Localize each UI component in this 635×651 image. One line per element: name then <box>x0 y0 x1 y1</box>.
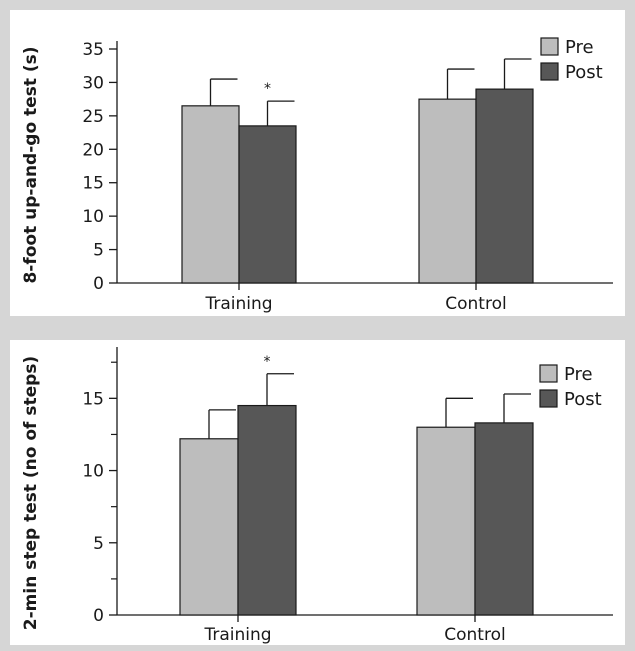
y-tick-label: 0 <box>93 274 104 294</box>
legend-label: Pre <box>565 37 594 58</box>
significance-marker: * <box>264 354 271 370</box>
bar-post <box>475 88 534 284</box>
legend-swatch-pre <box>540 37 559 56</box>
bar-pre <box>179 438 239 616</box>
y-tick-label: 30 <box>82 73 104 93</box>
x-category-label: Control <box>444 625 505 645</box>
y-tick-label: 5 <box>93 241 104 261</box>
y-tick-label: 20 <box>82 140 104 160</box>
y-axis-label: 2-min step test (no of steps) <box>21 356 41 630</box>
bar-post <box>238 125 297 284</box>
y-tick-label: 25 <box>82 107 104 127</box>
chart-panel-up-and-go: 0 5 10 15 20 25 30 35 8-foot up-and-go test (s) T… <box>10 10 625 316</box>
y-tick-label: 0 <box>93 606 104 626</box>
x-category-label: Training <box>203 625 271 645</box>
bar-post <box>237 404 297 616</box>
bar-post <box>474 422 534 616</box>
chart-panel-step-test: 0 5 10 15 2-min step test (no of steps) Train… <box>10 340 625 645</box>
bar-pre <box>418 98 477 284</box>
y-tick-label: 15 <box>82 389 104 409</box>
legend-swatch-post <box>540 62 559 81</box>
y-tick-label: 35 <box>82 40 104 60</box>
y-tick-label: 15 <box>82 174 104 194</box>
x-category-label: Training <box>204 294 272 314</box>
significance-marker: * <box>264 81 271 97</box>
x-category-label: Control <box>445 294 506 314</box>
y-tick-label: 10 <box>82 207 104 227</box>
legend-label: Pre <box>564 364 593 385</box>
y-tick-label: 5 <box>93 534 104 554</box>
y-tick-label: 10 <box>82 462 104 482</box>
bar-pre <box>181 105 240 284</box>
legend-swatch-pre <box>539 364 558 383</box>
y-axis-label: 8-foot up-and-go test (s) <box>21 46 41 283</box>
legend-swatch-post <box>539 389 558 408</box>
legend-label: Post <box>564 389 602 410</box>
bar-pre <box>416 426 476 616</box>
legend-label: Post <box>565 62 603 83</box>
